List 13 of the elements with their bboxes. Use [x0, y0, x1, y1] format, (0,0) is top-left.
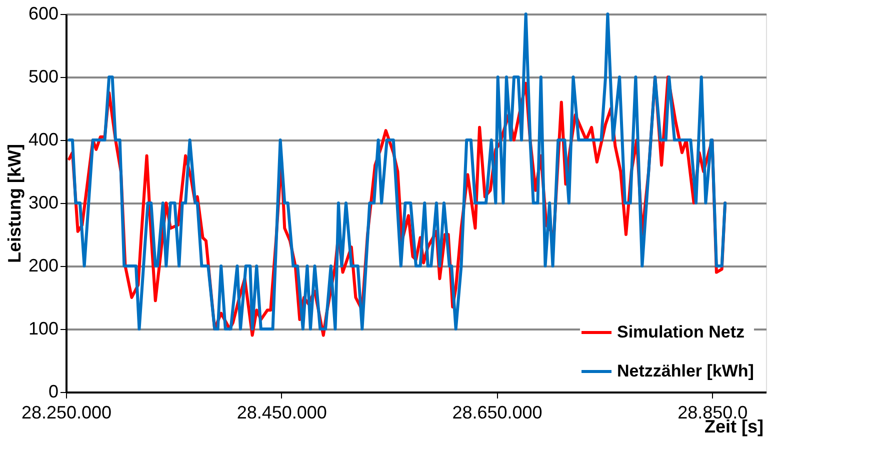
y-tick-label: 500 [28, 66, 58, 86]
x-tick-label: 28.650.000 [452, 402, 542, 422]
x-tick-label: 28.250.000 [21, 402, 112, 422]
y-tick-label: 300 [28, 192, 58, 212]
y-tick-label: 200 [28, 256, 58, 276]
y-tick-label: 400 [28, 130, 58, 150]
y-axis-title: Leistung [kW] [4, 144, 24, 263]
y-tick-label: 100 [28, 318, 58, 338]
y-tick-label: 0 [48, 382, 58, 402]
legend-label: Simulation Netz [617, 322, 745, 342]
y-tick-label: 600 [28, 4, 58, 24]
legend-label: Netzzähler [kWh] [617, 362, 754, 380]
x-tick-label: 28.450.000 [236, 402, 327, 422]
